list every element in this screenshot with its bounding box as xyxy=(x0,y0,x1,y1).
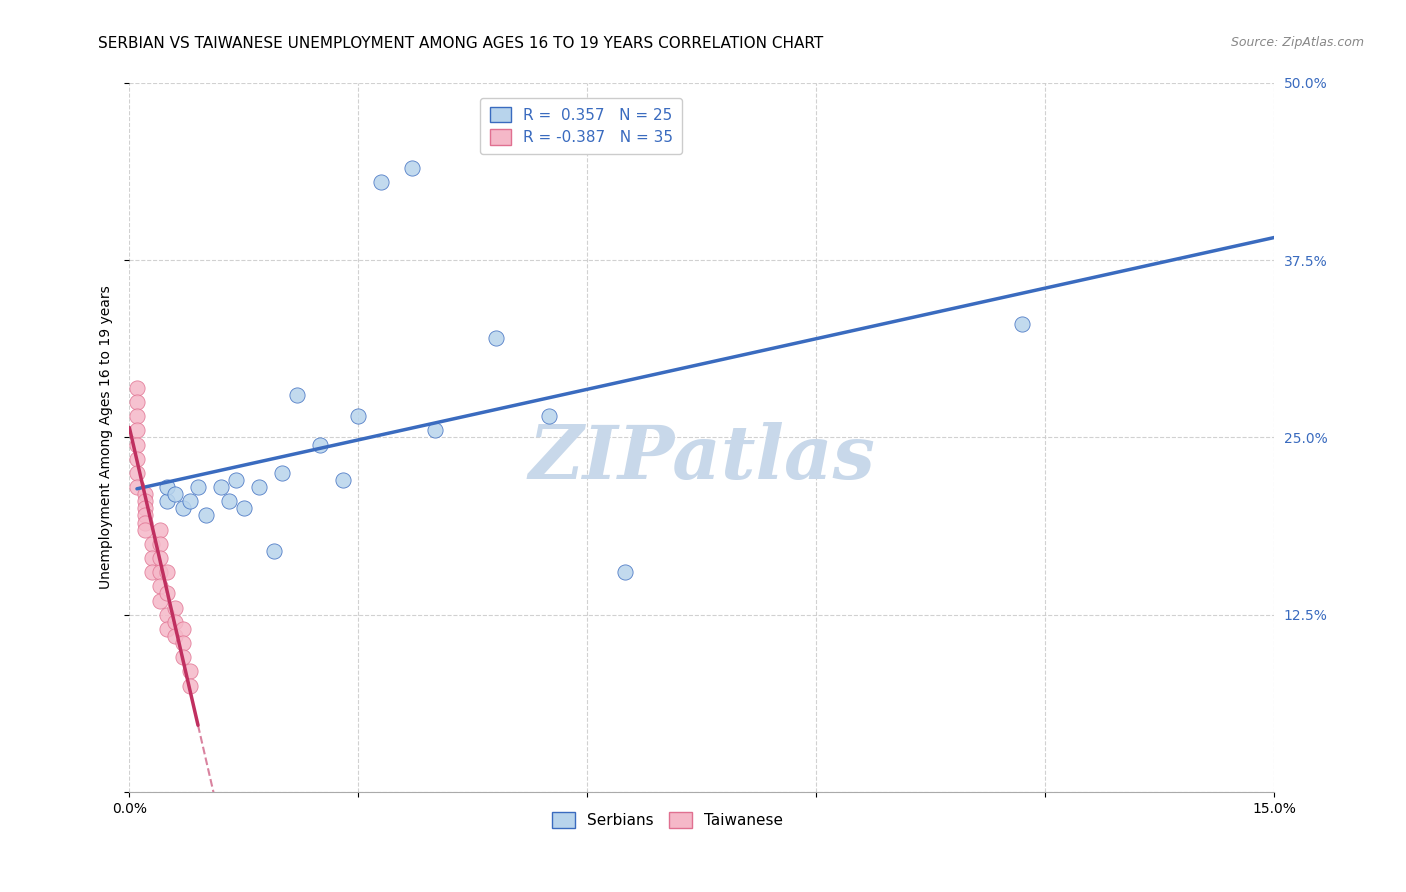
Point xyxy=(247,480,270,494)
Point xyxy=(149,579,172,593)
Point xyxy=(125,395,148,409)
Point xyxy=(165,600,187,615)
Point xyxy=(134,508,156,523)
Point xyxy=(172,650,194,665)
Point xyxy=(165,615,187,629)
Point xyxy=(149,565,172,579)
Point xyxy=(125,451,148,466)
Point xyxy=(134,494,156,508)
Point xyxy=(149,537,172,551)
Point xyxy=(125,423,148,437)
Point xyxy=(149,551,172,566)
Point xyxy=(370,175,392,189)
Point xyxy=(156,622,179,636)
Point xyxy=(156,480,179,494)
Point xyxy=(423,423,446,437)
Point xyxy=(125,437,148,451)
Point xyxy=(149,523,172,537)
Point xyxy=(134,516,156,530)
Point xyxy=(485,331,508,345)
Point xyxy=(156,494,179,508)
Y-axis label: Unemployment Among Ages 16 to 19 years: Unemployment Among Ages 16 to 19 years xyxy=(100,285,114,590)
Point xyxy=(179,679,201,693)
Point xyxy=(309,437,332,451)
Point xyxy=(134,523,156,537)
Point xyxy=(285,388,308,402)
Point xyxy=(156,607,179,622)
Point xyxy=(125,466,148,480)
Point xyxy=(134,501,156,516)
Point xyxy=(134,487,156,501)
Point xyxy=(172,636,194,650)
Point xyxy=(149,593,172,607)
Point xyxy=(187,480,209,494)
Text: ZIPatlas: ZIPatlas xyxy=(529,423,875,495)
Point xyxy=(347,409,370,424)
Point xyxy=(179,665,201,679)
Point xyxy=(179,494,201,508)
Legend: Serbians, Taiwanese: Serbians, Taiwanese xyxy=(546,805,789,834)
Text: Source: ZipAtlas.com: Source: ZipAtlas.com xyxy=(1230,36,1364,49)
Point xyxy=(225,473,247,487)
Point xyxy=(156,586,179,600)
Point xyxy=(125,381,148,395)
Point xyxy=(156,565,179,579)
Point xyxy=(401,161,423,175)
Point xyxy=(125,480,148,494)
Point xyxy=(232,501,254,516)
Text: SERBIAN VS TAIWANESE UNEMPLOYMENT AMONG AGES 16 TO 19 YEARS CORRELATION CHART: SERBIAN VS TAIWANESE UNEMPLOYMENT AMONG … xyxy=(98,36,824,51)
Point xyxy=(165,487,187,501)
Point xyxy=(165,629,187,643)
Point xyxy=(1011,317,1033,331)
Point xyxy=(172,622,194,636)
Point xyxy=(271,466,294,480)
Point xyxy=(209,480,232,494)
Point xyxy=(194,508,217,523)
Point xyxy=(141,537,163,551)
Point xyxy=(263,544,285,558)
Point xyxy=(141,551,163,566)
Point xyxy=(172,501,194,516)
Point xyxy=(125,409,148,424)
Point xyxy=(538,409,561,424)
Point xyxy=(141,565,163,579)
Point xyxy=(332,473,354,487)
Point xyxy=(218,494,240,508)
Point xyxy=(614,565,637,579)
